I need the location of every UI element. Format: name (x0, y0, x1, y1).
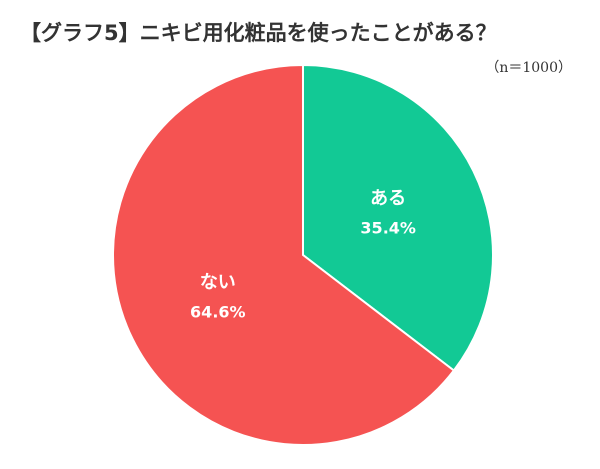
slice-value-label: 64.6% (190, 303, 246, 322)
chart-title: 【グラフ5】ニキビ用化粧品を使ったことがある？ (20, 21, 497, 45)
slice-label: ない (200, 272, 236, 293)
slice-value-label: 35.4% (360, 218, 416, 237)
chart-subtitle: （n＝1000） (485, 60, 572, 76)
slice-label: ある (370, 188, 406, 209)
pie-slice (112, 63, 456, 446)
pie-slice (302, 63, 494, 372)
